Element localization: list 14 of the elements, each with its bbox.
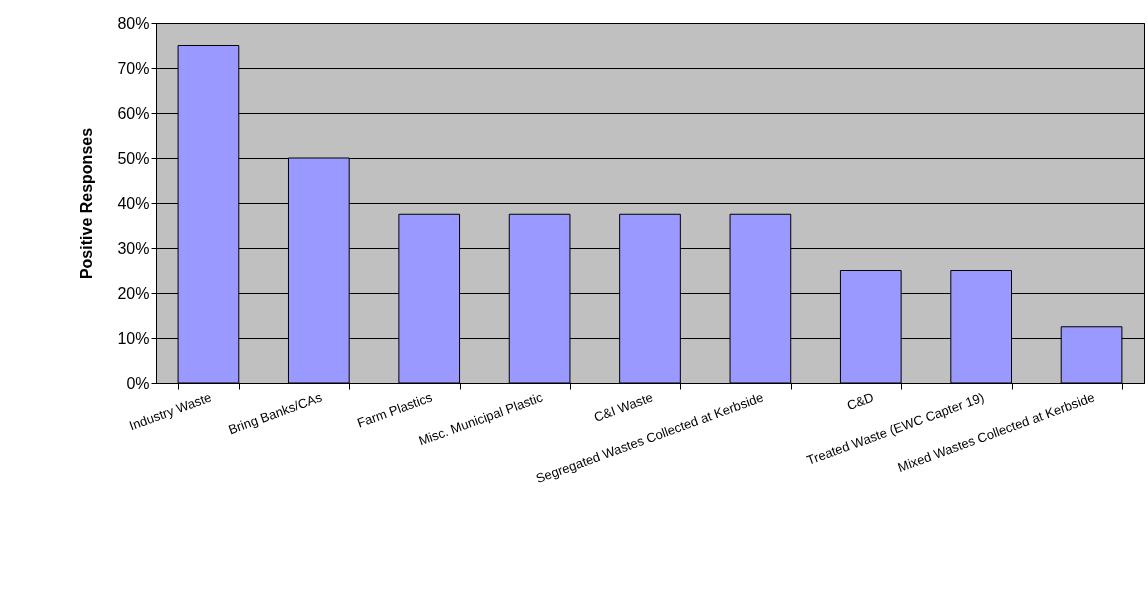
x-tick-label: C&I Waste [591,389,655,425]
y-tick-label: 60% [117,104,150,122]
y-tick-label: 70% [117,59,150,77]
y-tick-label: 80% [117,14,150,32]
y-tick-label: 30% [117,239,150,257]
y-tick-label: 10% [117,329,150,347]
y-tick-label: 40% [117,194,150,212]
y-tick-label: 20% [117,284,150,302]
x-tick-label: Industry Waste [127,389,214,434]
y-tick-label: 50% [117,149,150,167]
y-axis-title: Positive Responses [78,127,96,280]
y-tick-label: 0% [126,374,150,392]
x-tick-label: C&D [844,389,876,414]
x-tick-label: Farm Plastics [355,389,435,431]
